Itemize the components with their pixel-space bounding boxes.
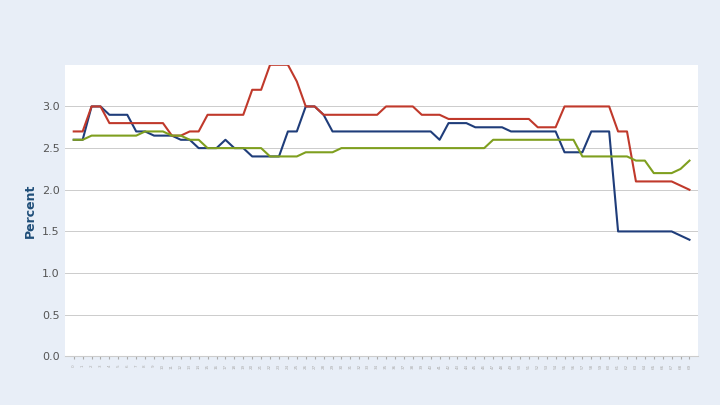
Y-axis label: Percent: Percent — [24, 183, 37, 238]
